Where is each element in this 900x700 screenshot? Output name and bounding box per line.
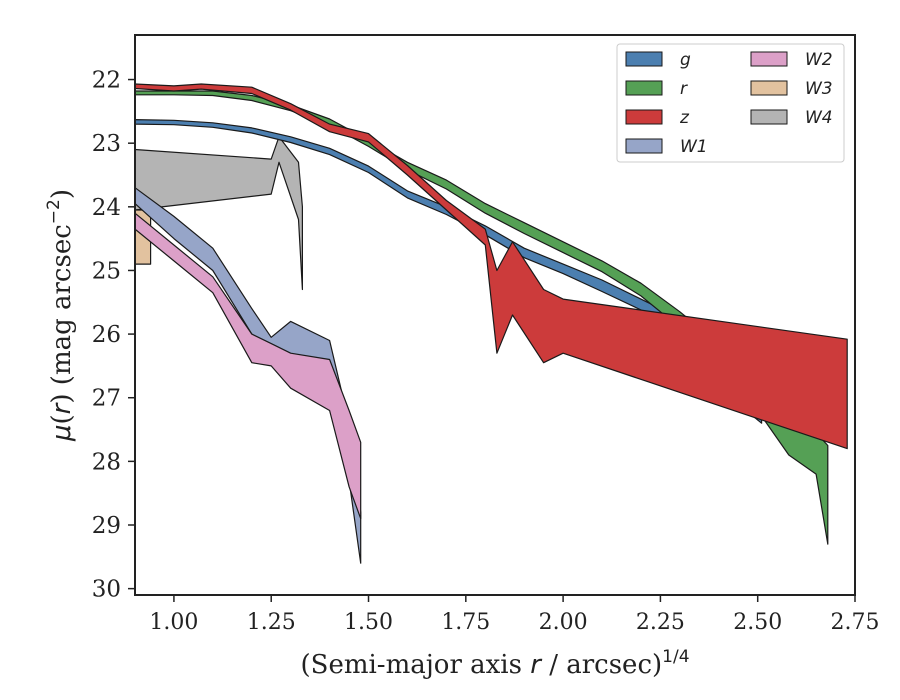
y-axis-ticks: 22 23 24 25 26 27 28 29 30 <box>92 68 135 603</box>
legend-label-w3: W3 <box>805 79 833 99</box>
legend: g r z W1 W2 W3 W4 <box>616 43 845 163</box>
y-axis-label-open: ( <box>47 414 77 424</box>
x-axis-label: (Semi-major axis r / arcsec)1/4 <box>300 647 689 680</box>
legend-swatch-w3 <box>750 80 788 96</box>
y-tick-label: 26 <box>92 322 121 348</box>
x-tick-label: 2.50 <box>733 610 782 635</box>
x-axis-label-post: / arcsec) <box>541 650 662 680</box>
band-w2 <box>134 212 362 520</box>
legend-label-w1: W1 <box>680 137 708 157</box>
band-z <box>134 83 848 450</box>
x-tick-label: 2.25 <box>636 610 685 635</box>
x-axis-label-sup: 1/4 <box>662 647 689 667</box>
x-tick-label: 1.50 <box>344 610 393 635</box>
legend-swatch-w2 <box>750 51 788 67</box>
legend-box <box>616 43 845 163</box>
y-tick-label: 30 <box>92 577 121 603</box>
x-axis-ticks: 1.00 1.25 1.50 1.75 2.00 2.25 2.50 2.75 <box>149 595 879 635</box>
y-tick-label: 28 <box>92 449 121 475</box>
x-tick-label: 2.00 <box>539 610 588 635</box>
y-axis-label-close: ) (mag arcsec <box>47 224 77 403</box>
y-tick-label: 24 <box>92 195 121 221</box>
legend-label-z: z <box>679 108 690 128</box>
legend-label-r: r <box>680 79 688 99</box>
y-tick-label: 22 <box>92 68 121 94</box>
series-bands <box>134 83 848 564</box>
x-tick-label: 1.00 <box>149 610 198 635</box>
y-axis-label-end: ) <box>47 189 77 199</box>
y-tick-label: 25 <box>92 258 121 284</box>
legend-label-w2: W2 <box>805 50 833 70</box>
y-axis-label-sup: −2 <box>44 199 64 224</box>
legend-swatch-r <box>625 80 663 96</box>
legend-swatch-w1 <box>625 138 663 154</box>
y-axis-label-mu: μ <box>47 424 77 442</box>
y-tick-label: 27 <box>92 386 121 412</box>
x-tick-label: 1.25 <box>247 610 296 635</box>
legend-label-g: g <box>680 50 691 70</box>
x-tick-label: 1.75 <box>441 610 490 635</box>
y-axis-label-var: r <box>47 401 77 414</box>
y-tick-label: 23 <box>92 131 121 157</box>
x-axis-label-var: r <box>530 650 543 680</box>
band-g <box>134 119 763 424</box>
plot-frame <box>134 34 856 596</box>
legend-swatch-z <box>625 109 663 125</box>
y-tick-label: 29 <box>92 513 121 539</box>
legend-label-w4: W4 <box>805 108 833 128</box>
y-axis-label: μ(r) (mag arcsec−2) <box>44 189 77 442</box>
band-w4 <box>134 136 303 291</box>
x-tick-label: 2.75 <box>831 610 880 635</box>
x-axis-label-pre: (Semi-major axis <box>300 650 530 680</box>
legend-swatch-g <box>625 51 663 67</box>
legend-swatch-w4 <box>750 109 788 125</box>
